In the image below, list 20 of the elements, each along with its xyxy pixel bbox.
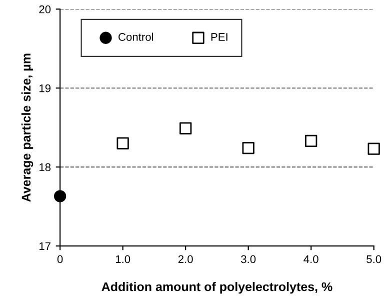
y-axis-title: Average particle size, µm [21,54,34,202]
legend-label: PEI [211,33,228,41]
x-tick-label: 0 [57,255,63,264]
x-tick-label: 4.0 [304,255,318,264]
point [242,142,254,154]
x-tick-label: 2.0 [178,255,193,264]
y-tick-label: 20 [39,5,51,14]
x-tick-label: 1.0 [116,255,130,264]
point [179,122,192,134]
point [368,142,380,155]
x-tick-label: 5.0 [366,255,382,264]
y-tick-label: 17 [40,242,50,250]
x-axis-title: Addition amount of polyelectrolytes, % [102,282,332,294]
point [116,137,129,150]
point [54,190,66,202]
x-tick-label: 3.0 [241,255,256,264]
legend-label: Control [118,32,154,41]
y-tick-label: 18 [40,163,51,172]
point [305,134,318,148]
y-tick-label: 19 [40,84,51,92]
